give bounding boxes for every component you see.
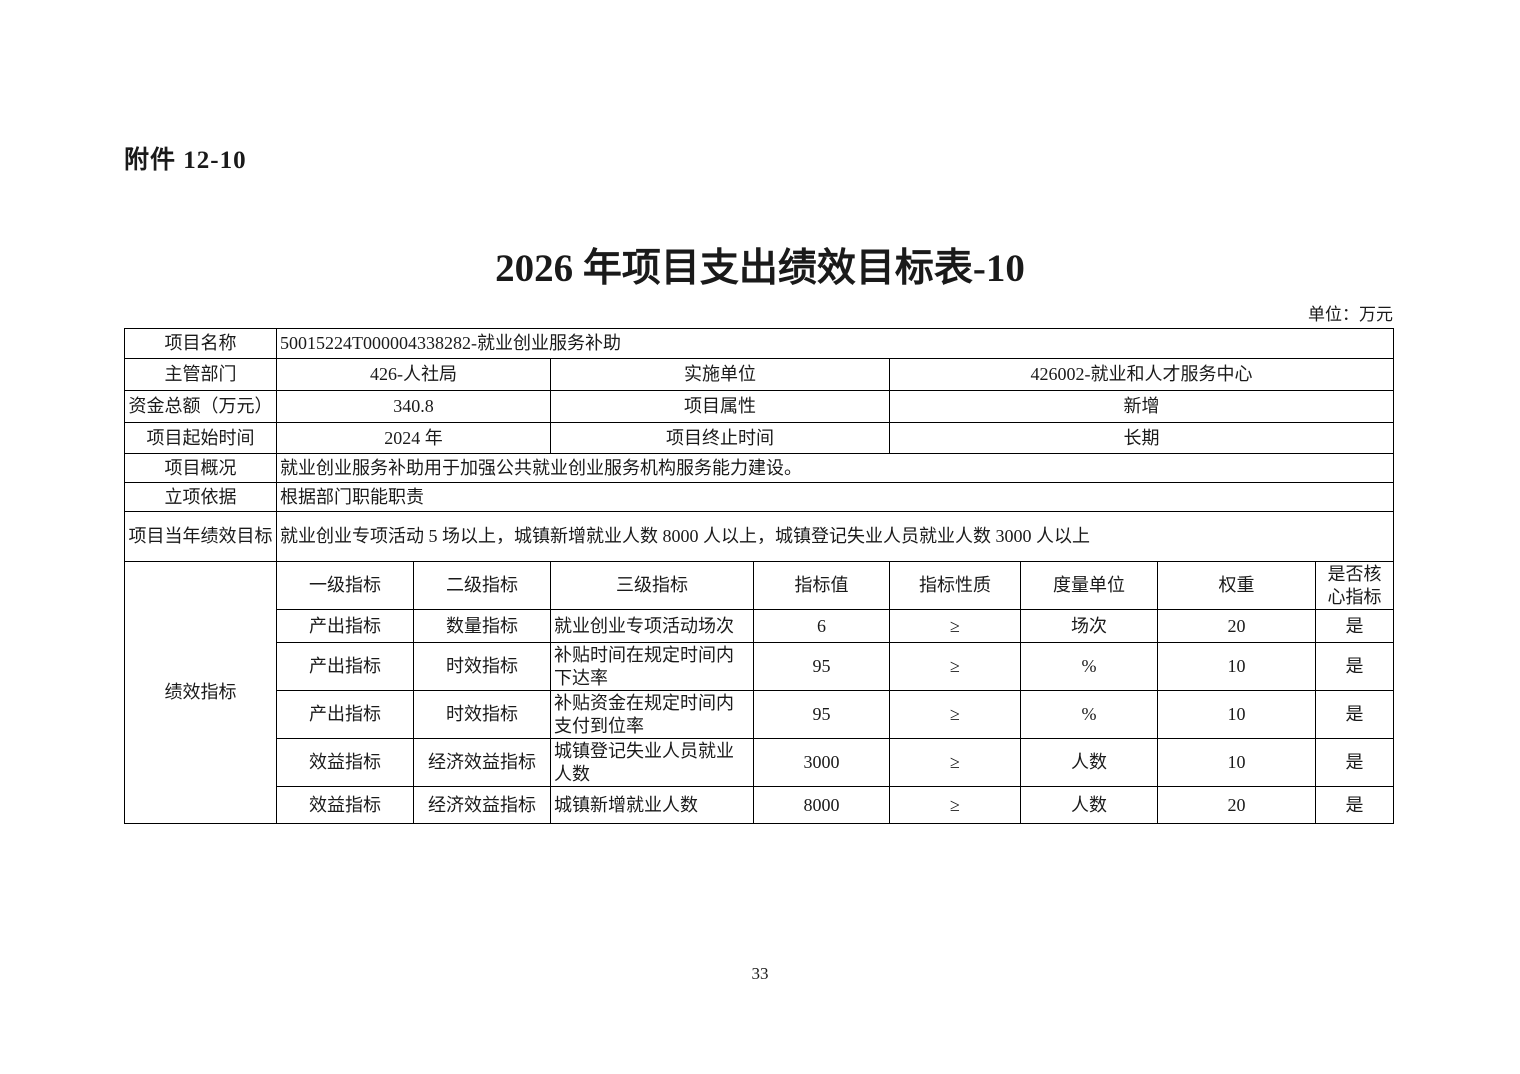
indicator-weight: 20 (1157, 609, 1316, 643)
col-header-level2: 二级指标 (413, 561, 551, 610)
col-header-level3: 三级指标 (550, 561, 754, 610)
indicator-level1: 效益指标 (276, 738, 414, 787)
start-date-value: 2024 年 (276, 422, 551, 454)
indicator-target-value: 95 (753, 690, 890, 739)
table-row-department: 主管部门 426-人社局 实施单位 426002-就业和人才服务中心 (124, 358, 1394, 391)
table-row-fund: 资金总额（万元） 340.8 项目属性 新增 (124, 390, 1394, 423)
indicator-row: 产出指标 数量指标 就业创业专项活动场次 6 ≥ 场次 20 是 (125, 609, 1394, 643)
indicator-level1: 产出指标 (276, 642, 414, 691)
indicator-core: 是 (1315, 690, 1394, 739)
implementing-unit-value: 426002-就业和人才服务中心 (889, 358, 1394, 391)
annual-goal-value: 就业创业专项活动 5 场以上，城镇新增就业人数 8000 人以上，城镇登记失业人… (276, 511, 1394, 562)
department-value: 426-人社局 (276, 358, 551, 391)
project-attribute-label: 项目属性 (550, 390, 890, 423)
table-row-annual-goal: 项目当年绩效目标 就业创业专项活动 5 场以上，城镇新增就业人数 8000 人以… (124, 511, 1394, 562)
indicator-target-value: 8000 (753, 786, 890, 824)
col-header-weight: 权重 (1157, 561, 1316, 610)
indicator-nature: ≥ (889, 690, 1021, 739)
indicator-row: 效益指标 经济效益指标 城镇新增就业人数 8000 ≥ 人数 20 是 (125, 786, 1394, 824)
indicator-core: 是 (1315, 609, 1394, 643)
indicators-section-label: 绩效指标 (124, 561, 277, 824)
table-row-dates: 项目起始时间 2024 年 项目终止时间 长期 (124, 422, 1394, 454)
col-header-unit: 度量单位 (1020, 561, 1158, 610)
indicator-level1: 效益指标 (276, 786, 414, 824)
indicator-unit: 人数 (1020, 738, 1158, 787)
indicator-nature: ≥ (889, 738, 1021, 787)
basis-label: 立项依据 (124, 482, 277, 512)
col-header-core: 是否核心指标 (1315, 561, 1394, 610)
indicator-level2: 经济效益指标 (413, 786, 551, 824)
table-row-project-name: 项目名称 50015224T000004338282-就业创业服务补助 (124, 328, 1394, 359)
indicator-level3: 就业创业专项活动场次 (550, 609, 754, 643)
unit-note: 单位：万元 (1308, 305, 1393, 324)
indicator-level2: 数量指标 (413, 609, 551, 643)
indicator-header-row: 绩效指标 一级指标 二级指标 三级指标 指标值 指标性质 度量单位 权重 是否核… (124, 561, 1394, 824)
indicator-unit: % (1020, 642, 1158, 691)
table-row-overview: 项目概况 就业创业服务补助用于加强公共就业创业服务机构服务能力建设。 (124, 453, 1394, 483)
end-date-value: 长期 (889, 422, 1394, 454)
indicator-weight: 20 (1157, 786, 1316, 824)
annual-goal-label: 项目当年绩效目标 (124, 511, 277, 562)
project-name-label: 项目名称 (124, 328, 277, 359)
col-header-nature: 指标性质 (889, 561, 1021, 610)
indicator-weight: 10 (1157, 690, 1316, 739)
indicator-level2: 时效指标 (413, 642, 551, 691)
implementing-unit-label: 实施单位 (550, 358, 890, 391)
indicator-nature: ≥ (889, 642, 1021, 691)
overview-label: 项目概况 (124, 453, 277, 483)
indicator-row: 产出指标 时效指标 补贴资金在规定时间内支付到位率 95 ≥ % 10 是 (125, 690, 1394, 739)
indicator-row: 产出指标 时效指标 补贴时间在规定时间内下达率 95 ≥ % 10 是 (125, 642, 1394, 691)
fund-total-label: 资金总额（万元） (124, 390, 277, 423)
start-date-label: 项目起始时间 (124, 422, 277, 454)
document-title: 2026 年项目支出绩效目标表-10 (495, 247, 1025, 290)
indicator-unit: % (1020, 690, 1158, 739)
department-label: 主管部门 (124, 358, 277, 391)
basis-value: 根据部门职能职责 (276, 482, 1394, 512)
table-row-basis: 立项依据 根据部门职能职责 (124, 482, 1394, 512)
indicator-target-value: 3000 (753, 738, 890, 787)
indicator-level1: 产出指标 (276, 690, 414, 739)
performance-target-table: 项目名称 50015224T000004338282-就业创业服务补助 主管部门… (124, 328, 1394, 824)
fund-total-value: 340.8 (276, 390, 551, 423)
indicator-level2: 经济效益指标 (413, 738, 551, 787)
overview-value: 就业创业服务补助用于加强公共就业创业服务机构服务能力建设。 (276, 453, 1394, 483)
project-attribute-value: 新增 (889, 390, 1394, 423)
indicator-core: 是 (1315, 642, 1394, 691)
indicator-level2: 时效指标 (413, 690, 551, 739)
page-number: 33 (751, 964, 769, 983)
project-name-value: 50015224T000004338282-就业创业服务补助 (276, 328, 1394, 359)
indicator-unit: 人数 (1020, 786, 1158, 824)
indicator-unit: 场次 (1020, 609, 1158, 643)
end-date-label: 项目终止时间 (550, 422, 890, 454)
indicator-nature: ≥ (889, 786, 1021, 824)
indicator-weight: 10 (1157, 738, 1316, 787)
indicator-nature: ≥ (889, 609, 1021, 643)
indicator-core: 是 (1315, 738, 1394, 787)
col-header-target-value: 指标值 (753, 561, 890, 610)
indicator-level1: 产出指标 (276, 609, 414, 643)
indicator-level3: 补贴时间在规定时间内下达率 (550, 642, 754, 691)
indicator-level3: 城镇新增就业人数 (550, 786, 754, 824)
attachment-label: 附件 12-10 (124, 147, 247, 174)
indicator-target-value: 95 (753, 642, 890, 691)
indicator-level3: 补贴资金在规定时间内支付到位率 (550, 690, 754, 739)
indicator-level3: 城镇登记失业人员就业人数 (550, 738, 754, 787)
indicator-weight: 10 (1157, 642, 1316, 691)
indicator-target-value: 6 (753, 609, 890, 643)
indicator-row: 效益指标 经济效益指标 城镇登记失业人员就业人数 3000 ≥ 人数 10 是 (125, 738, 1394, 787)
indicator-core: 是 (1315, 786, 1394, 824)
col-header-level1: 一级指标 (276, 561, 414, 610)
